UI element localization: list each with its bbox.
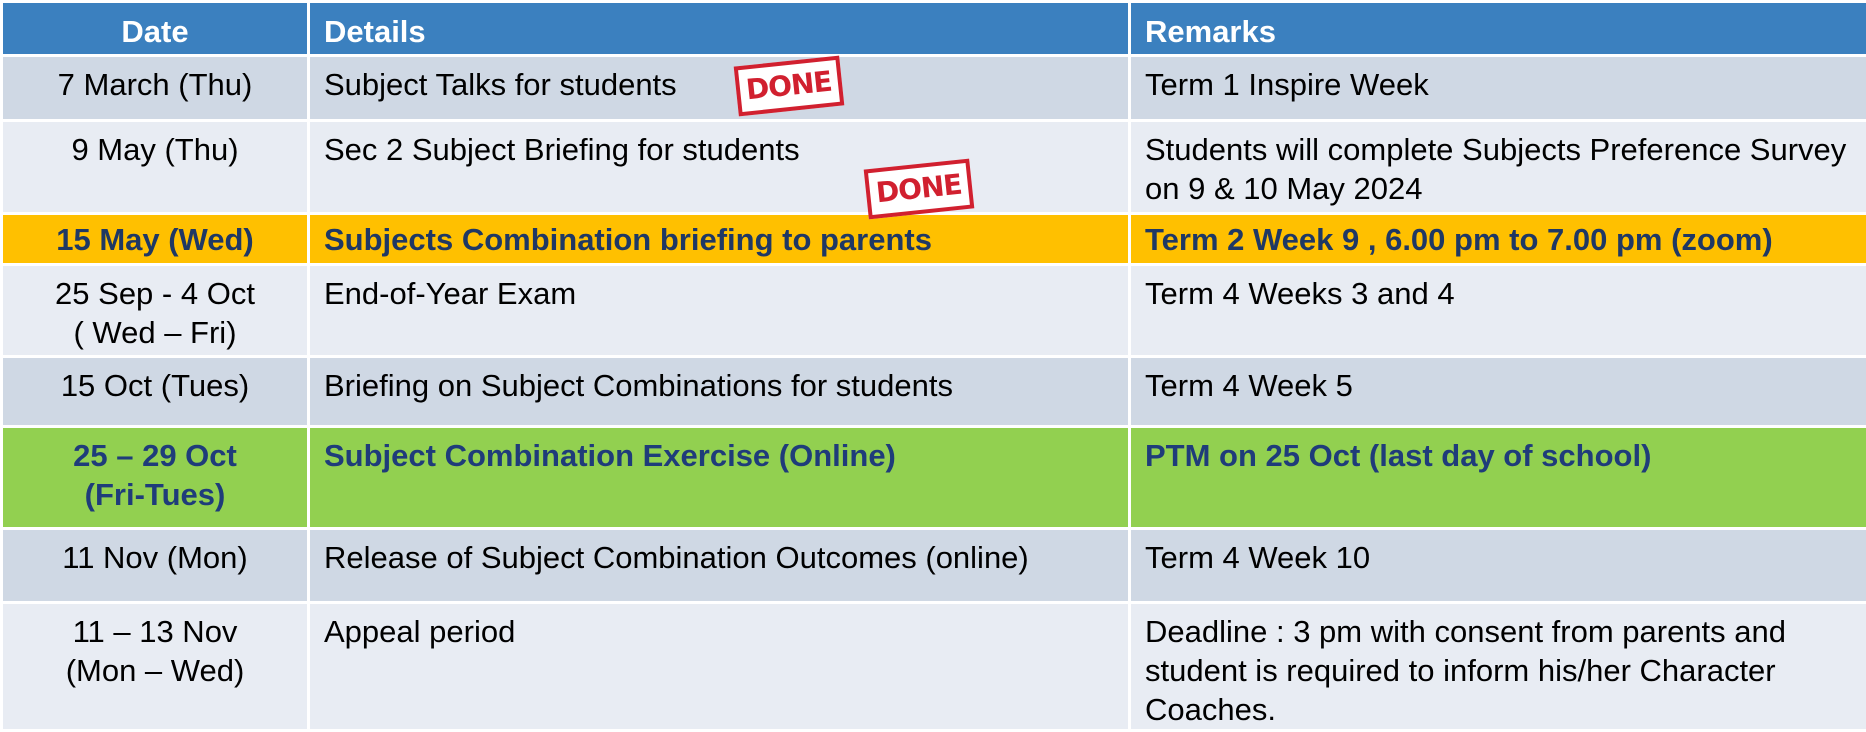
row: 9 May (Thu) Sec 2 Subject Briefing for s…	[2, 121, 1866, 214]
remarks-cell: Term 2 Week 9 , 6.00 pm to 7.00 pm (zoom…	[1130, 214, 1866, 265]
date-cell: 11 – 13 Nov (Mon – Wed)	[2, 603, 309, 731]
remarks-cell: Students will complete Subjects Preferen…	[1130, 121, 1866, 214]
row: 25 – 29 Oct (Fri-Tues) Subject Combinati…	[2, 427, 1866, 529]
header-cell: Remarks	[1130, 2, 1866, 56]
details-cell: Release of Subject Combination Outcomes …	[309, 529, 1130, 603]
date-cell: 11 Nov (Mon)	[2, 529, 309, 603]
remarks-cell: Term 1 Inspire Week	[1130, 56, 1866, 121]
details-cell: Subject Combination Exercise (Online)	[309, 427, 1130, 529]
remarks-cell: Term 4 Week 10	[1130, 529, 1866, 603]
done-stamp: DONE	[734, 56, 844, 117]
header-cell: Details	[309, 2, 1130, 56]
row: 15 May (Wed) Subjects Combination briefi…	[2, 214, 1866, 265]
header-row: Date Details Remarks	[2, 2, 1866, 56]
row: 11 – 13 Nov (Mon – Wed) Appeal period De…	[2, 603, 1866, 731]
remarks-cell: PTM on 25 Oct (last day of school)	[1130, 427, 1866, 529]
done-stamp: DONE	[864, 159, 974, 220]
details-text: Sec 2 Subject Briefing for students	[324, 132, 800, 167]
row: 15 Oct (Tues) Briefing on Subject Combin…	[2, 357, 1866, 427]
details-cell: Appeal period	[309, 603, 1130, 731]
details-cell: End-of-Year Exam	[309, 265, 1130, 357]
row: 25 Sep - 4 Oct ( Wed – Fri) End-of-Year …	[2, 265, 1866, 357]
row: 7 March (Thu) Subject Talks for students…	[2, 56, 1866, 121]
date-cell: 25 – 29 Oct (Fri-Tues)	[2, 427, 309, 529]
date-cell: 25 Sep - 4 Oct ( Wed – Fri)	[2, 265, 309, 357]
date-cell: 15 Oct (Tues)	[2, 357, 309, 427]
row: 11 Nov (Mon) Release of Subject Combinat…	[2, 529, 1866, 603]
details-cell: Subject Talks for students DONE	[309, 56, 1130, 121]
date-cell: 9 May (Thu)	[2, 121, 309, 214]
remarks-cell: Term 4 Weeks 3 and 4	[1130, 265, 1866, 357]
details-text: Subject Talks for students	[324, 67, 677, 102]
details-cell: Subjects Combination briefing to parents	[309, 214, 1130, 265]
date-cell: 15 May (Wed)	[2, 214, 309, 265]
date-cell: 7 March (Thu)	[2, 56, 309, 121]
details-cell: Briefing on Subject Combinations for stu…	[309, 357, 1130, 427]
remarks-cell: Term 4 Week 5	[1130, 357, 1866, 427]
remarks-cell: Deadline : 3 pm with consent from parent…	[1130, 603, 1866, 731]
header-cell: Date	[2, 2, 309, 56]
